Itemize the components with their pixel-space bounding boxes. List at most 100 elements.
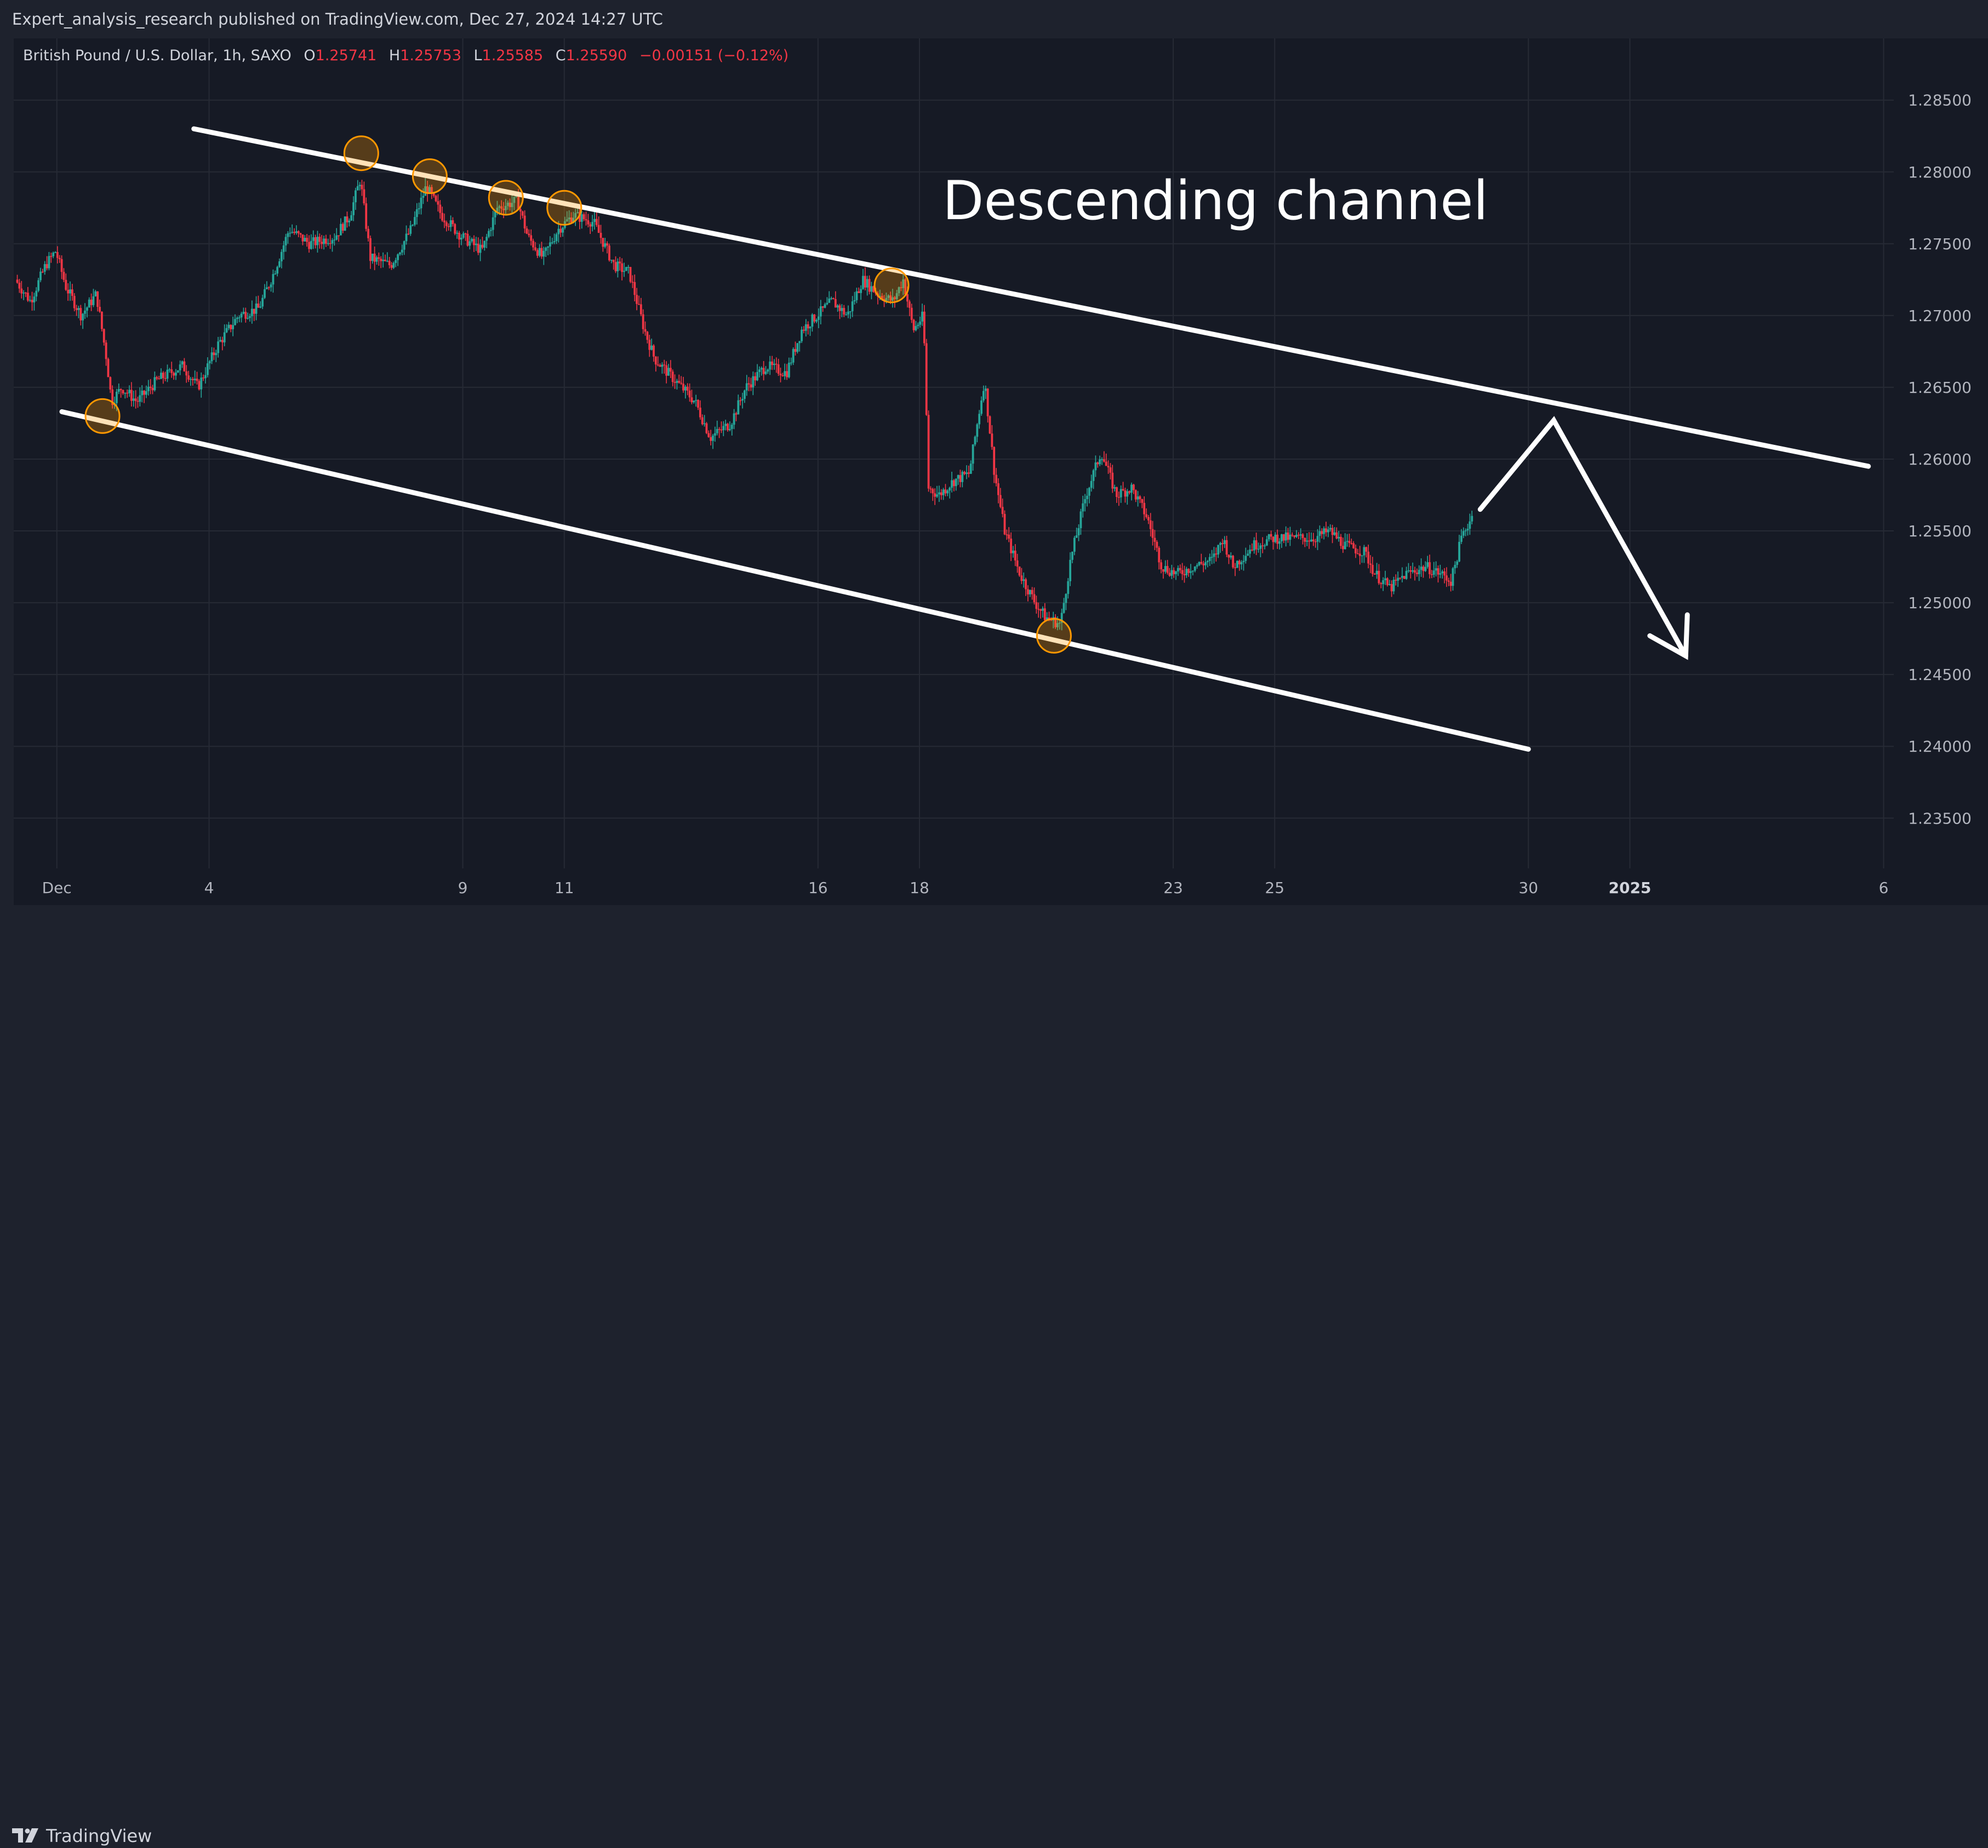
candle-body xyxy=(1369,563,1372,565)
time-axis[interactable] xyxy=(14,868,1894,905)
candle-body xyxy=(1230,556,1232,558)
candle-body xyxy=(297,231,300,233)
footer-bar: TradingView xyxy=(0,905,1988,1846)
touch-marker xyxy=(343,135,379,171)
candle-body xyxy=(1424,567,1427,571)
candle-body xyxy=(860,289,862,293)
candle-body xyxy=(318,237,321,242)
candle-body xyxy=(1255,540,1258,550)
candle-body xyxy=(1367,551,1370,564)
candle-body xyxy=(713,433,716,436)
candle-body xyxy=(599,232,602,238)
candle-body xyxy=(773,363,775,365)
candle-body xyxy=(1175,571,1177,574)
candle-body xyxy=(760,368,763,370)
candle-body xyxy=(388,260,391,265)
candle-body xyxy=(356,186,359,191)
candle-body xyxy=(788,363,790,377)
candle-body xyxy=(1094,462,1097,471)
candle-body xyxy=(1314,541,1317,542)
candle-body xyxy=(111,389,114,405)
candle-body xyxy=(834,299,837,308)
candle-body xyxy=(737,400,740,415)
candle-body xyxy=(1132,484,1135,490)
candle-body xyxy=(312,237,315,241)
candle-body xyxy=(936,494,938,497)
candle-body xyxy=(190,379,192,380)
time-tick-label: 6 xyxy=(1879,879,1889,897)
candle-body xyxy=(1196,565,1198,567)
price-tick-label: 1.26500 xyxy=(1908,379,1972,397)
candle-body xyxy=(219,340,221,342)
candle-body xyxy=(756,372,758,381)
candle-body xyxy=(966,472,968,474)
candle-body xyxy=(473,238,475,245)
candle-body xyxy=(656,364,659,365)
candle-body xyxy=(1441,571,1444,574)
candle-body xyxy=(1416,573,1418,574)
candle-body xyxy=(206,363,209,375)
symbol-legend[interactable]: British Pound / U.S. Dollar, 1h, SAXO O1… xyxy=(23,47,789,64)
candle-body xyxy=(238,317,241,318)
candle-body xyxy=(927,415,930,489)
candle-body xyxy=(1321,531,1323,534)
candle-body xyxy=(105,342,107,359)
candle-body xyxy=(779,374,782,376)
candle-body xyxy=(1418,570,1420,574)
candle-body xyxy=(1395,580,1397,581)
candle-body xyxy=(1244,556,1247,561)
candle-body xyxy=(984,388,987,391)
candle-body xyxy=(665,365,668,376)
candle-body xyxy=(1386,578,1389,585)
candle-body xyxy=(270,284,272,288)
candle-body xyxy=(972,444,974,464)
candle-body xyxy=(382,259,384,261)
candle-body xyxy=(395,260,397,263)
candle-body xyxy=(606,243,608,246)
candle-body xyxy=(1403,576,1406,579)
candle-body xyxy=(993,447,996,475)
candle-body xyxy=(801,329,803,341)
candle-body xyxy=(56,252,59,258)
candle-body xyxy=(1191,570,1194,572)
candle-body xyxy=(741,398,744,401)
price-axis[interactable] xyxy=(1894,38,1988,905)
candle-body xyxy=(1190,571,1192,573)
candle-body xyxy=(532,241,534,248)
time-tick-label: 23 xyxy=(1163,879,1183,897)
candle-body xyxy=(128,390,130,393)
candle-body xyxy=(1111,472,1114,489)
candle-body xyxy=(798,341,801,344)
plot-area[interactable] xyxy=(14,38,1894,868)
candle-body xyxy=(1297,535,1300,536)
candle-body xyxy=(872,286,875,293)
candle-body xyxy=(1346,541,1349,542)
candle-body xyxy=(1060,613,1063,623)
candle-body xyxy=(412,225,414,226)
candle-body xyxy=(282,245,285,252)
candle-body xyxy=(661,364,664,367)
candle-body xyxy=(1295,535,1298,537)
candle-body xyxy=(458,232,460,240)
candle-body xyxy=(358,185,361,186)
candle-body xyxy=(1027,589,1029,594)
candle-body xyxy=(684,386,687,391)
candle-body xyxy=(1327,529,1329,533)
candle-body xyxy=(134,398,137,401)
candle-body xyxy=(1096,462,1099,465)
tradingview-logo[interactable]: TradingView xyxy=(12,1824,152,1848)
candle-body xyxy=(33,296,36,302)
candle-body xyxy=(976,424,979,437)
candle-body xyxy=(654,356,657,365)
candle-body xyxy=(811,314,814,327)
candle-body xyxy=(386,260,389,262)
candle-body xyxy=(1232,556,1235,568)
candle-body xyxy=(743,390,746,399)
candle-body xyxy=(841,308,843,311)
candle-body xyxy=(1145,514,1147,517)
candle-body xyxy=(1261,545,1264,547)
candle-body xyxy=(215,353,218,356)
candle-body xyxy=(361,185,363,190)
candle-body xyxy=(475,243,477,245)
candle-body xyxy=(469,241,471,246)
